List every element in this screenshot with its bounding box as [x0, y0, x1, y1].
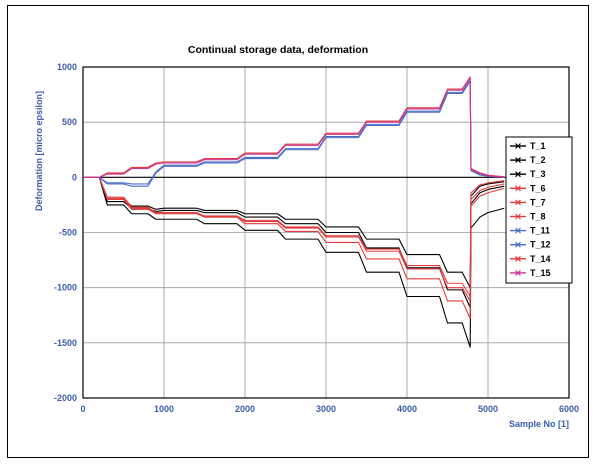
legend-marker [515, 199, 521, 206]
x-tick-label: 3000 [316, 404, 336, 414]
legend-marker [515, 185, 521, 192]
y-tick-label: -2000 [54, 393, 77, 403]
chart-title: Continual storage data, deformation [188, 44, 368, 56]
series-line-t6 [83, 176, 505, 320]
series-lines [83, 76, 505, 348]
legend-label: T_11 [530, 226, 550, 236]
legend-label: T_1 [530, 141, 546, 151]
legend-marker [515, 255, 521, 262]
y-tick-label: 0 [72, 172, 77, 182]
legend: T_1 T_2 T_3 T_6 T_7 T_8 T_11 T_12 T_14 T_15 [505, 136, 573, 284]
series-line-t1 [83, 176, 505, 289]
x-tick-label: 4000 [397, 404, 417, 414]
x-tick-label: 0 [80, 404, 85, 414]
x-tick-label: 2000 [235, 404, 255, 414]
legend-label: T_12 [530, 240, 551, 250]
series-line-t8 [83, 176, 505, 298]
y-tick-label: 500 [62, 117, 77, 127]
series-line-t14 [83, 76, 505, 178]
y-axis-label: Deformation [micro epsilon] [34, 91, 44, 211]
series-line-t12 [83, 79, 505, 185]
series-line-t15 [83, 77, 505, 178]
legend-label: T_15 [530, 268, 551, 278]
deformation-line-chart: 0 1000 2000 3000 4000 5000 600010005000-500-10… [34, 44, 579, 429]
y-tick-label: -500 [59, 228, 77, 238]
legend-marker [515, 143, 521, 149]
legend-label: T_8 [530, 212, 546, 222]
legend-marker [515, 241, 521, 248]
y-tick-label: 1000 [57, 62, 77, 72]
legend-label: T_6 [530, 183, 546, 193]
legend-label: T_7 [530, 197, 546, 207]
series-line-t7 [83, 176, 505, 302]
x-tick-label: 1000 [154, 404, 174, 414]
x-tick-label: 6000 [559, 404, 579, 414]
legend-label: T_14 [530, 254, 551, 264]
legend-label: T_2 [530, 155, 546, 165]
legend-label: T_3 [530, 169, 546, 179]
y-tick-label: -1000 [54, 283, 77, 293]
series-line-t11 [83, 80, 505, 187]
legend-marker [515, 157, 521, 164]
legend-marker [515, 227, 521, 234]
legend-marker [515, 269, 521, 276]
chart-frame: 0 1000 2000 3000 4000 5000 6000 1000 500 0 -500 -10… [7, 5, 589, 458]
axes: 0 1000 2000 3000 4000 5000 600010005000-500-10… [54, 62, 579, 414]
x-axis-label: Sample No [1] [509, 419, 569, 429]
legend-marker [515, 171, 521, 178]
x-tick-label: 5000 [478, 404, 498, 414]
series-line-t3 [83, 176, 505, 348]
legend-marker [515, 213, 521, 220]
y-tick-label: -1500 [54, 338, 77, 348]
